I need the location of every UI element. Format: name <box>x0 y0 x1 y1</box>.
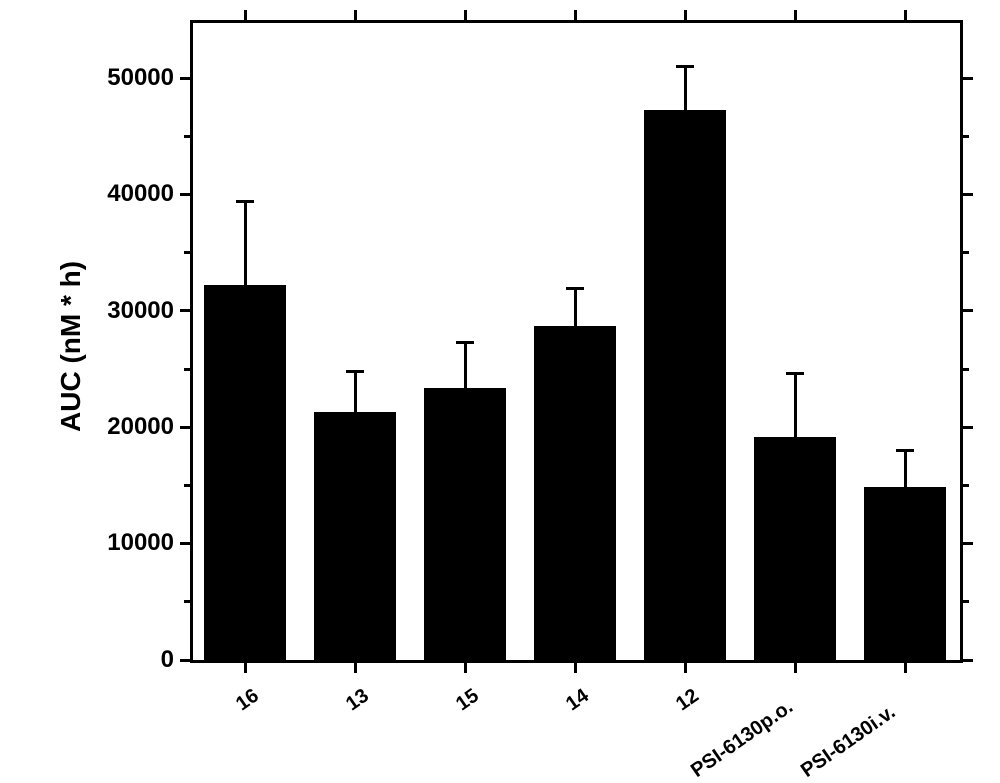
y-tick-label: 30000 <box>107 297 174 325</box>
y-tick-minor <box>184 600 190 603</box>
y-tick-major-right <box>963 542 973 545</box>
bar <box>754 437 835 660</box>
bar <box>314 412 395 660</box>
x-tick-label: 16 <box>232 685 263 717</box>
y-axis-label: AUC (nM * h) <box>55 261 87 432</box>
bar <box>204 285 285 660</box>
error-bar <box>574 289 577 326</box>
y-tick-label: 40000 <box>107 180 174 208</box>
y-tick-minor-right <box>963 135 969 138</box>
x-tick <box>684 663 687 673</box>
y-tick-minor-right <box>963 251 969 254</box>
y-tick-major <box>180 426 190 429</box>
y-tick-minor <box>184 484 190 487</box>
y-tick-minor-right <box>963 368 969 371</box>
x-axis-line <box>190 660 963 663</box>
x-tick-label: PSI-6130p.o. <box>687 696 798 783</box>
x-tick <box>244 663 247 673</box>
y-tick-label: 20000 <box>107 413 174 441</box>
error-bar-cap <box>786 372 804 375</box>
y-tick-label: 50000 <box>107 64 174 92</box>
y-tick-major-right <box>963 426 973 429</box>
x-tick-label: 15 <box>452 685 483 717</box>
y-tick-major-right <box>963 77 973 80</box>
bar <box>864 487 945 660</box>
error-bar <box>244 202 247 286</box>
error-bar-cap <box>676 65 694 68</box>
error-bar-cap <box>236 200 254 203</box>
bar <box>424 388 505 660</box>
y-tick-minor <box>184 251 190 254</box>
y-tick-major <box>180 542 190 545</box>
top-axis-line <box>190 20 963 23</box>
y-tick-minor <box>184 368 190 371</box>
y-tick-major <box>180 309 190 312</box>
error-bar-cap <box>456 341 474 344</box>
y-axis-line <box>190 20 193 663</box>
figure: AUC (nM * h) 0 10000 20000 30000 40000 50000 1… <box>0 0 1000 781</box>
error-bar <box>684 67 687 110</box>
x-tick-top <box>794 10 797 20</box>
error-bar-cap <box>346 370 364 373</box>
bar <box>644 110 725 660</box>
y-tick-minor-right <box>963 484 969 487</box>
y-tick-major-right <box>963 309 973 312</box>
x-tick <box>464 663 467 673</box>
x-tick <box>354 663 357 673</box>
y-tick-major <box>180 193 190 196</box>
x-tick <box>574 663 577 673</box>
x-tick-label: PSI-6130i.v. <box>797 701 900 783</box>
y-tick-major <box>180 659 190 662</box>
y-tick-major-right <box>963 659 973 662</box>
error-bar <box>794 374 797 437</box>
x-tick-label: 14 <box>562 685 593 717</box>
error-bar-cap <box>896 449 914 452</box>
x-tick-top <box>354 10 357 20</box>
x-tick-top <box>904 10 907 20</box>
x-tick <box>794 663 797 673</box>
error-bar <box>464 342 467 387</box>
bar <box>534 326 615 660</box>
x-tick-label: 12 <box>672 685 703 717</box>
y-tick-minor <box>184 135 190 138</box>
x-tick-top <box>244 10 247 20</box>
y-tick-label: 0 <box>161 646 174 674</box>
x-tick-label: 13 <box>342 685 373 717</box>
error-bar <box>904 451 907 487</box>
error-bar <box>354 371 357 412</box>
x-tick-top <box>684 10 687 20</box>
x-tick-top <box>464 10 467 20</box>
y-tick-major <box>180 77 190 80</box>
error-bar-cap <box>566 287 584 290</box>
x-tick-top <box>574 10 577 20</box>
right-axis-line <box>960 20 963 663</box>
y-tick-label: 10000 <box>107 529 174 557</box>
y-tick-minor-right <box>963 600 969 603</box>
y-tick-major-right <box>963 193 973 196</box>
x-tick <box>904 663 907 673</box>
